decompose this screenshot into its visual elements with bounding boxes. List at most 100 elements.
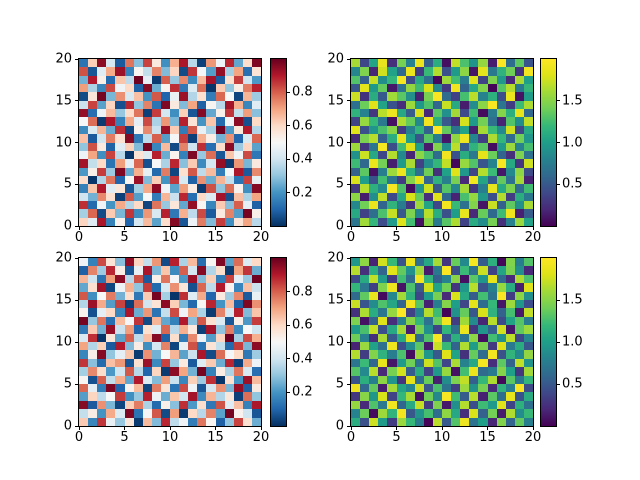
heatmap-cell — [460, 167, 470, 176]
heatmap-cell — [97, 308, 107, 317]
heatmap-cell — [79, 266, 89, 275]
heatmap-cell — [88, 134, 98, 143]
heatmap-cell — [505, 375, 515, 384]
heatmap-cell — [242, 333, 252, 342]
heatmap-cell — [197, 341, 207, 351]
heatmap-cell — [387, 274, 397, 284]
heatmap-cell — [414, 75, 424, 85]
heatmap-cell — [151, 258, 161, 267]
heatmap-cell — [405, 100, 415, 110]
heatmap-cell — [378, 367, 388, 376]
heatmap-cell — [369, 175, 379, 185]
heatmap-cell — [224, 167, 234, 176]
heatmap-cell — [432, 84, 442, 93]
heatmap-cell — [97, 67, 107, 76]
heatmap-cell — [79, 258, 89, 267]
heatmap-cell — [79, 200, 89, 210]
heatmap-cell — [460, 383, 470, 393]
heatmap-cell — [405, 308, 415, 317]
heatmap-cell — [487, 175, 497, 185]
heatmap-cell — [505, 84, 515, 93]
heatmap-cell — [351, 367, 361, 376]
heatmap-cell — [369, 308, 379, 317]
heatmap-cell — [170, 67, 180, 76]
colorbar-tick — [286, 291, 290, 293]
heatmap-cell — [478, 358, 488, 368]
heatmap-cell — [387, 258, 397, 267]
heatmap-cell — [514, 258, 524, 267]
heatmap-cell — [142, 200, 152, 210]
heatmap-cell — [469, 59, 479, 68]
heatmap-cell — [133, 217, 143, 226]
heatmap-cell — [224, 59, 234, 68]
heatmap-cell — [442, 375, 452, 384]
heatmap-cell — [115, 84, 125, 93]
heatmap-cell — [460, 142, 470, 151]
y-tick-label: 0 — [63, 418, 72, 434]
heatmap-cell — [242, 266, 252, 275]
heatmap-cell — [396, 100, 406, 110]
heatmap-cell — [432, 383, 442, 393]
heatmap-cell — [106, 308, 116, 317]
heatmap-cell — [414, 316, 424, 326]
heatmap-cell — [378, 134, 388, 143]
heatmap-cell — [88, 316, 98, 326]
heatmap-cell — [460, 308, 470, 317]
heatmap-cell — [88, 341, 98, 351]
heatmap-cell — [505, 308, 515, 317]
colorbar-tick — [556, 183, 560, 185]
heatmap-cell — [478, 142, 488, 151]
heatmap-cell — [478, 75, 488, 85]
heatmap-cell — [442, 175, 452, 185]
heatmap-cell — [188, 125, 198, 135]
heatmap-cell — [170, 92, 180, 101]
heatmap-cell — [360, 159, 370, 168]
heatmap-cell — [124, 134, 134, 143]
heatmap-cell — [97, 125, 107, 135]
heatmap-cell — [487, 341, 497, 351]
x-tick-label: 10 — [161, 430, 179, 445]
heatmap-cell — [351, 142, 361, 151]
heatmap-cell — [451, 375, 461, 384]
heatmap-cell — [88, 400, 98, 410]
heatmap-cell — [188, 200, 198, 210]
heatmap-cell — [242, 92, 252, 101]
heatmap-cell — [88, 175, 98, 185]
heatmap-cell — [115, 167, 125, 176]
heatmap-cell — [442, 125, 452, 135]
heatmap-cell — [170, 358, 180, 368]
heatmap-cell — [387, 167, 397, 176]
heatmap-cell — [414, 274, 424, 284]
heatmap-cell — [387, 159, 397, 168]
heatmap-cell — [351, 341, 361, 351]
heatmap-cell — [451, 341, 461, 351]
heatmap-cell — [106, 109, 116, 118]
heatmap-cell — [215, 217, 225, 226]
heatmap-cell — [496, 409, 506, 418]
heatmap-cell — [79, 142, 89, 151]
heatmap-cell — [160, 209, 170, 218]
heatmap-cell — [179, 209, 189, 218]
heatmap-cell — [151, 316, 161, 326]
heatmap-cell — [188, 117, 198, 126]
heatmap-cell — [432, 217, 442, 226]
heatmap-cell — [251, 217, 261, 226]
heatmap-cell — [460, 291, 470, 300]
heatmap-cell — [224, 375, 234, 384]
heatmap-cell — [423, 217, 433, 226]
heatmap-cell — [242, 109, 252, 118]
heatmap-cell — [179, 325, 189, 334]
heatmap-cell — [151, 417, 161, 426]
heatmap-cell — [151, 400, 161, 410]
heatmap-cell — [405, 266, 415, 275]
heatmap-cell — [242, 142, 252, 151]
heatmap-cell — [88, 299, 98, 309]
heatmap-cell — [432, 392, 442, 401]
heatmap-cell — [369, 150, 379, 160]
heatmap-cell — [414, 59, 424, 68]
heatmap-cell — [115, 125, 125, 135]
heatmap-cell — [369, 67, 379, 76]
y-tick-label: 20 — [55, 51, 72, 67]
heatmap-cell — [124, 417, 134, 426]
heatmap-cell — [242, 409, 252, 418]
